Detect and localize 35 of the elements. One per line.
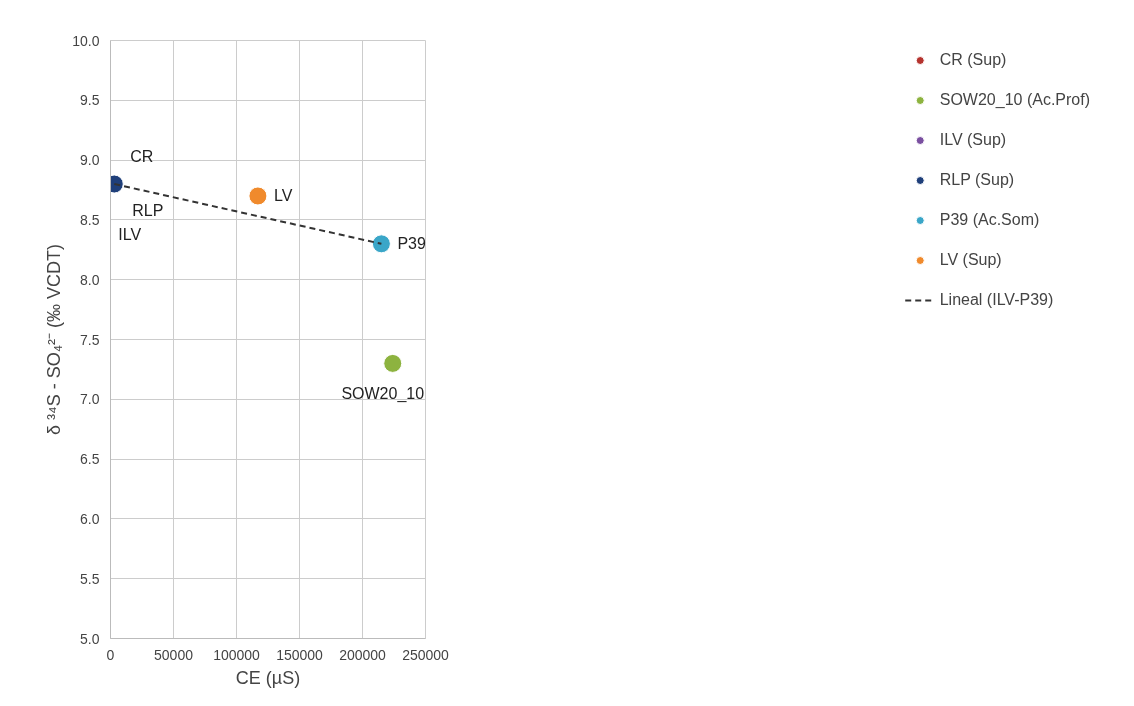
x-tick-label: 150000	[276, 646, 324, 663]
point	[371, 234, 391, 254]
x-tick-label: 50000	[154, 646, 194, 663]
annotation: LV	[273, 187, 293, 205]
legend-label: P39 (Ac.Som)	[939, 211, 1041, 229]
point	[248, 186, 268, 206]
legend-label: Lineal (ILV-P39)	[939, 291, 1055, 309]
x-tick-label: 100000	[213, 646, 261, 663]
legend-label: ILV (Sup)	[939, 131, 1008, 149]
legend-label: SOW20_10 (Ac.Prof)	[939, 91, 1090, 109]
y-tick-label: 7.0	[80, 391, 100, 408]
y-tick-label: 10.0	[72, 32, 100, 49]
y-tick-label: 9.5	[80, 92, 100, 109]
point	[383, 353, 403, 373]
y-tick-label: 6.5	[80, 451, 100, 468]
annotation: RLP	[132, 201, 164, 219]
y-tick-label: 7.5	[80, 331, 100, 348]
y-axis-title: δ ³⁴S - SO₄²⁻ (‰ VCDT)	[44, 243, 65, 436]
legend-label: RLP (Sup)	[939, 171, 1016, 189]
x-axis-title: CE (µS)	[235, 667, 301, 688]
y-tick-label: 8.5	[80, 211, 100, 228]
legend-label: LV (Sup)	[939, 251, 1003, 269]
annotation: CR	[130, 147, 154, 165]
x-tick-label: 0	[106, 646, 115, 663]
annotation: ILV	[118, 225, 142, 243]
y-tick-label: 6.0	[80, 510, 100, 527]
x-tick-label: 200000	[339, 646, 387, 663]
y-tick-label: 5.0	[80, 630, 100, 647]
y-tick-label: 8.0	[80, 271, 100, 288]
annotation: P39	[397, 235, 426, 253]
y-tick-label: 5.5	[80, 570, 100, 587]
annotation: SOW20_10	[341, 384, 425, 403]
x-tick-label: 250000	[402, 646, 450, 663]
y-tick-label: 9.0	[80, 152, 100, 169]
legend-label: CR (Sup)	[939, 51, 1008, 69]
